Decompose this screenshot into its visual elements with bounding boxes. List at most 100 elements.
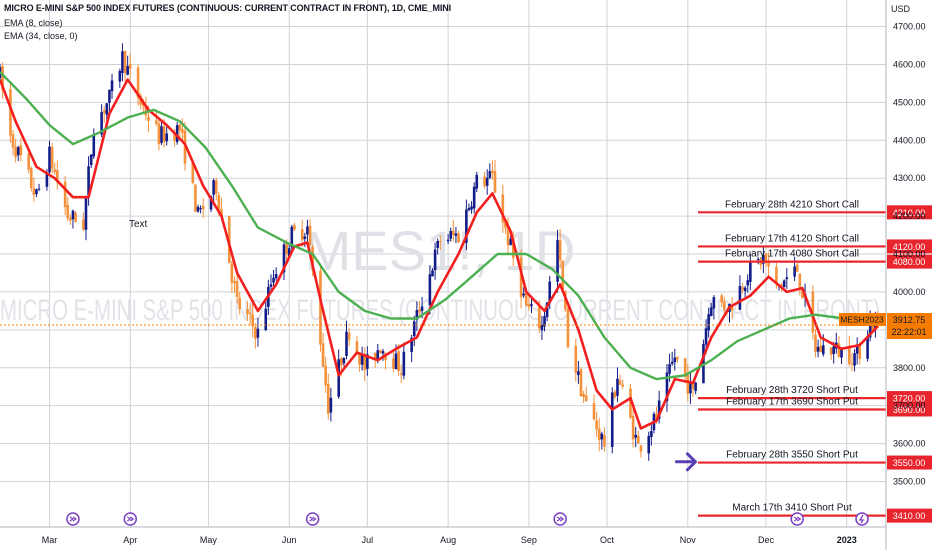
candle (782, 279, 786, 288)
level-line[interactable]: February 17th 3690 Short Put 3690.00 (698, 396, 932, 417)
time-tick: Sep (521, 535, 537, 545)
candle (433, 242, 437, 280)
candle (853, 349, 856, 372)
event-icon[interactable] (123, 512, 138, 526)
candle (199, 205, 202, 214)
watermark: MES1!, 1D MICRO E-MINI S&P 500 INDEX FUT… (0, 219, 880, 327)
candle (850, 353, 854, 372)
stray-text-label[interactable]: Text (129, 219, 148, 230)
candle (1, 62, 4, 99)
level-price-tag (887, 205, 932, 220)
candle (415, 301, 419, 331)
event-icon[interactable] (66, 512, 80, 526)
time-tick: Aug (440, 535, 456, 545)
level-line[interactable]: February 17th 4080 Short Call 4080.00 (698, 249, 932, 269)
candle (470, 201, 473, 214)
candle (235, 273, 239, 304)
candle (74, 210, 77, 223)
candle (613, 389, 617, 400)
candle (165, 124, 169, 146)
level-label: February 17th 4080 Short Call (725, 249, 859, 260)
candle (785, 268, 789, 289)
candle (358, 353, 361, 372)
candle (584, 386, 588, 402)
candle (191, 162, 195, 185)
candle (50, 142, 54, 174)
level-price-tag (887, 402, 932, 417)
candle (749, 254, 752, 291)
candle (32, 177, 36, 202)
countdown-timer: 22:22:01 (891, 327, 926, 337)
candle (798, 273, 802, 296)
level-line[interactable]: February 28th 4210 Short Call 4210.00 (698, 199, 932, 220)
candle (694, 381, 697, 395)
event-icon[interactable] (553, 512, 567, 526)
time-axis[interactable]: Mar Apr May Jun Jul Aug Sep Oct Nov Dec 2023 (0, 526, 886, 545)
time-tick: Apr (123, 535, 137, 545)
candle (647, 431, 651, 461)
time-tick: Dec (758, 535, 775, 545)
candle (181, 118, 184, 141)
candle (764, 253, 768, 267)
candle (665, 364, 669, 412)
level-price: 3690.00 (893, 405, 926, 415)
candle (92, 128, 96, 160)
current-price-tag (887, 313, 932, 340)
earnings-bolt-icon[interactable] (855, 512, 869, 526)
candle (248, 303, 252, 326)
candle (56, 160, 59, 190)
candle (657, 390, 661, 424)
candle (71, 209, 75, 229)
candle (577, 360, 580, 384)
candle (29, 166, 33, 192)
price-tick: 3600.00 (893, 439, 926, 449)
legend-ema-slow[interactable]: EMA (34, close, 0) (4, 31, 78, 41)
price-tick: 4600.00 (893, 59, 926, 69)
candle (37, 183, 41, 192)
event-icon[interactable] (790, 512, 804, 526)
candle (637, 430, 640, 444)
level-label: February 28th 3550 Short Put (726, 450, 858, 461)
candle (491, 160, 494, 180)
candle (128, 52, 132, 80)
level-line[interactable]: February 17th 4120 Short Call 4120.00 (698, 233, 932, 254)
candle (689, 370, 692, 404)
level-line[interactable]: February 28th 3720 Short Put 3720.00 (698, 385, 932, 406)
candle (121, 43, 124, 82)
level-label: March 17th 3410 Short Put (732, 503, 852, 514)
candle (616, 367, 619, 402)
level-line[interactable]: February 28th 3550 Short Put 3550.00 (698, 450, 932, 470)
candle (412, 315, 416, 347)
candle (465, 199, 468, 251)
candle (194, 183, 197, 212)
candle (540, 315, 544, 340)
candle (118, 68, 122, 88)
current-price: MESH2023 3912.75 22:22:01 (0, 313, 932, 340)
candle (220, 197, 223, 217)
price-tick: 4500.00 (893, 97, 926, 107)
price-tick: 4700.00 (893, 22, 926, 32)
candle (618, 374, 622, 385)
candle (816, 339, 820, 358)
ema-fast-line (0, 78, 879, 430)
candle (254, 323, 257, 349)
candle (363, 347, 367, 382)
event-icon[interactable] (305, 512, 320, 526)
candle (488, 163, 492, 180)
candle (233, 276, 236, 293)
candle (321, 332, 325, 368)
time-tick: Oct (600, 535, 615, 545)
candle (579, 367, 583, 397)
arrow-right-icon (674, 452, 697, 472)
time-tick: Mar (42, 535, 58, 545)
current-price-value: 3912.75 (893, 315, 926, 325)
candle (436, 238, 439, 255)
legend-ema-fast[interactable]: EMA (8, close) (4, 18, 63, 28)
level-line[interactable]: March 17th 3410 Short Put 3410.00 (698, 503, 932, 523)
level-price: 3550.00 (893, 458, 926, 468)
candle (9, 81, 12, 143)
candle (136, 64, 140, 106)
level-price: 3720.00 (893, 394, 926, 404)
